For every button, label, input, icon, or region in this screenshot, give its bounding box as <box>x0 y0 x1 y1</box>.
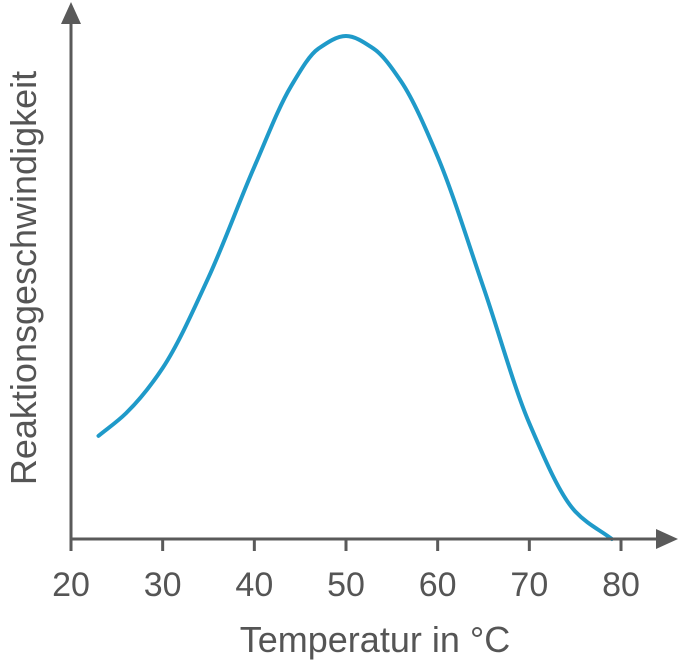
plot-area <box>96 34 614 541</box>
x-tick-label: 50 <box>327 566 365 604</box>
x-tick-label: 80 <box>602 566 640 604</box>
x-tick-label: 40 <box>235 566 273 604</box>
x-tick-label: 30 <box>144 566 182 604</box>
x-axis-arrow-icon <box>656 529 678 549</box>
x-tick-label: 20 <box>52 566 90 604</box>
axes <box>61 2 678 549</box>
y-axis-arrow-icon <box>61 2 81 24</box>
x-tick-label: 70 <box>510 566 548 604</box>
x-axis-title: Temperatur in °C <box>240 619 511 660</box>
x-tick-label: 60 <box>419 566 457 604</box>
y-axis-title: Reaktionsgeschwindigkeit <box>3 71 44 485</box>
series-line <box>96 34 614 541</box>
x-axis-ticks: 20 30 40 50 60 70 80 <box>52 539 640 604</box>
